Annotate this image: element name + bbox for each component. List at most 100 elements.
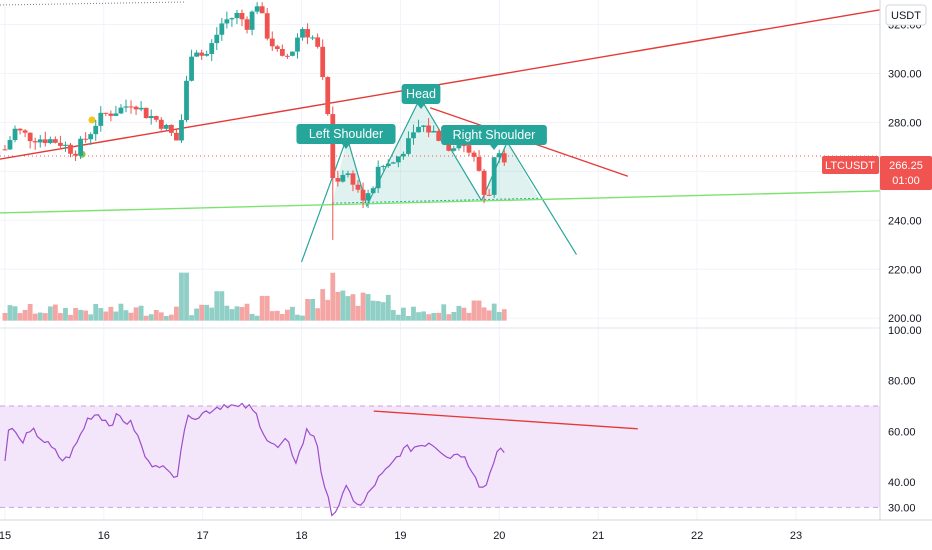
price-axis[interactable]: 320.00300.00280.00260.00240.00220.00200.… [888,19,922,514]
candle-body [2,149,8,151]
volume-bar [496,312,502,321]
rsi-band-fill [0,406,880,508]
candle-body [330,114,336,179]
volume-bar [360,292,366,321]
volume-bar [385,294,391,321]
pattern-base-line [332,197,539,204]
candle-body [98,112,104,126]
volume-bar [330,272,336,321]
volume-bar [471,300,477,321]
candle-body [194,52,200,57]
rising-trend-line[interactable] [0,9,881,160]
candle-body [380,166,386,168]
candle-body [143,107,149,119]
candle-body [88,134,94,140]
candle-body [421,125,426,127]
candle-body [451,148,457,151]
time-axis[interactable]: 15 16 17 18 19 20 21 22 23 [0,530,802,542]
candle-body [249,11,255,30]
candle-body [204,53,210,56]
volume-bar [158,312,164,321]
candle-body [360,189,366,201]
rsi-tick-label: 100.00 [888,325,922,337]
candle-body [133,106,139,110]
candle-body [73,153,78,156]
volume-bar [310,298,316,321]
currency-unit-label: USDT [891,10,921,22]
volume-bar [461,307,467,321]
right-shoulder-label-bg [441,125,547,145]
volume-bar [47,306,53,321]
candle-body [476,156,482,171]
volume-bar [481,307,487,321]
volume-bar [239,307,245,321]
candle-body [315,37,321,47]
volume-bar [244,303,250,321]
left-shoulder-label-bg [296,124,396,144]
volume-bar [436,312,442,321]
volume-bar [431,312,437,321]
head-label[interactable]: Head [401,84,441,109]
candle-body [168,124,174,133]
candle-body [335,178,341,182]
volume-bar [37,312,43,321]
volume-bar [128,312,134,321]
candle-body [461,145,467,147]
volume-bar [58,313,63,321]
price-tick-label: 220.00 [888,264,922,276]
candle-body [284,55,290,57]
candle-body [496,153,502,158]
candle-body [47,139,53,144]
volume-bar [269,311,275,321]
volume-bar [63,307,68,321]
right-shoulder-label[interactable]: Right Shoulder [441,125,547,150]
candle-body [385,163,391,167]
volume-bar [234,306,240,321]
candle-body [456,145,462,149]
volume-bar [27,303,33,321]
candle-body [37,139,43,143]
candle-body [411,132,416,139]
support-trend-line[interactable] [0,190,881,214]
candle-body [274,46,280,49]
candle-body [370,188,376,194]
candle-body [426,125,432,133]
volume-bar [421,311,426,321]
candle-body [400,153,406,157]
candle-body [234,12,240,19]
candle-body [219,23,225,35]
time-tick-label: 20 [493,530,505,542]
time-tick-label: 18 [295,530,307,542]
rsi-divergence-line[interactable] [373,410,638,430]
volume-bar [7,305,13,321]
candle-body [163,124,169,129]
signal-marker[interactable] [88,116,96,124]
candle-body [481,170,487,195]
candle-body [32,141,38,143]
candle-body [229,18,235,20]
volume-bar [17,313,23,321]
candle-body [295,37,300,52]
volume-bar [83,310,89,321]
currency-unit-button[interactable] [885,4,927,26]
candle-body [290,51,295,56]
volume-bar [451,311,457,321]
price-candles [2,2,507,240]
candle-body [224,19,230,24]
volume-bar [219,291,225,321]
price-tick-label: 300.00 [888,68,922,80]
volume-bar [93,304,99,321]
volume-bar [365,294,371,321]
candle-body [264,13,270,39]
candle-body [259,6,265,14]
volume-bar [254,315,260,321]
time-tick-label: 23 [790,530,802,542]
candle-body [52,139,58,143]
left-shoulder-label[interactable]: Left Shoulder [296,124,396,149]
candle-body [491,157,497,195]
candle-body [486,194,492,196]
rsi-tick-label: 80.00 [888,376,916,388]
head-label-pointer [417,104,425,109]
last-price-label: 266.25 [889,160,923,172]
